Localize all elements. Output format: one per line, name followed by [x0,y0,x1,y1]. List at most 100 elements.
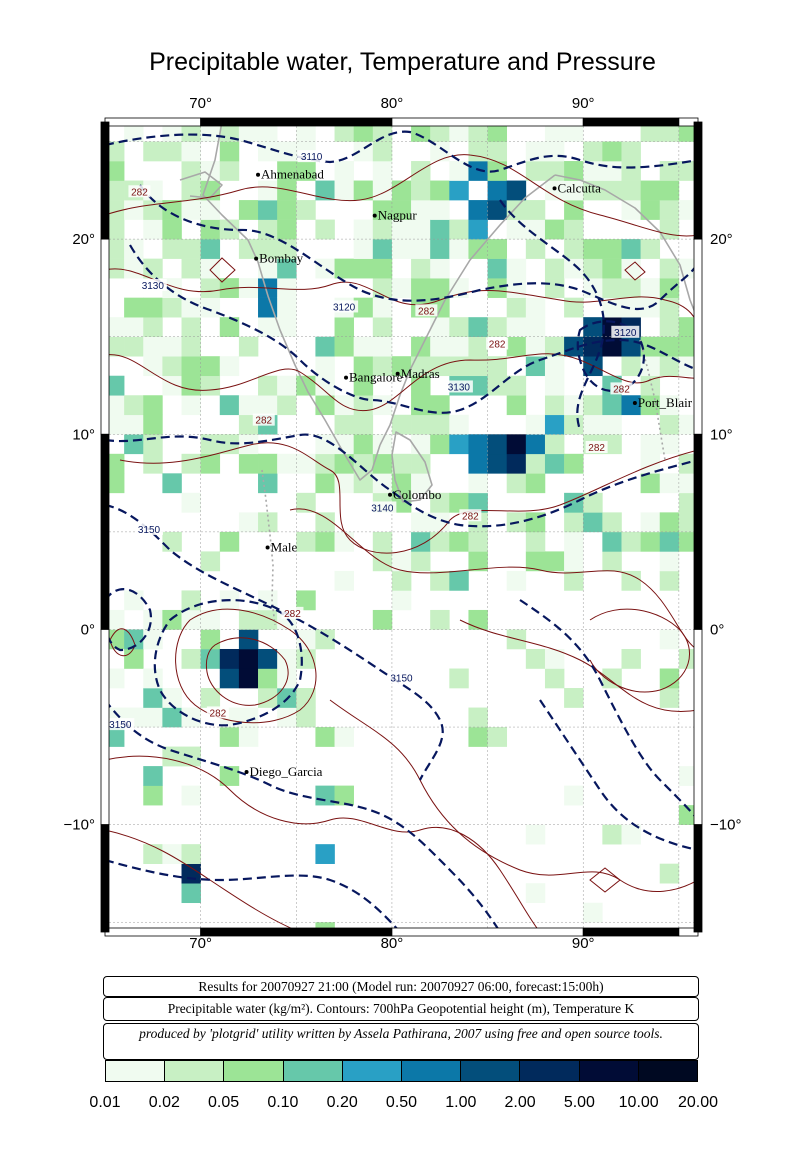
precip-cell [105,395,125,416]
precip-cell [200,219,221,240]
precip-cell [621,570,641,591]
precip-cell [449,122,469,142]
legend-colorbar [105,1060,698,1082]
precip-cell [372,473,393,494]
precip-cell [258,375,278,396]
city-marker [552,186,557,191]
legend-label: 0.02 [148,1094,180,1111]
height-3150-loop [153,599,303,727]
precip-cell [143,707,163,728]
precip-cell [353,434,374,455]
precip-cell [200,609,221,630]
precip-cell [430,219,450,240]
precip-cell [525,161,546,181]
lon-tick-label: 70° [189,95,212,112]
precip-cell [162,239,182,259]
precip-cell [258,297,278,318]
city-marker [395,371,400,376]
precip-cell [200,258,221,279]
precip-cell [124,297,144,318]
precip-cell [544,219,565,240]
precip-cell [602,258,622,279]
precip-cell [124,317,144,337]
contour-label-bg [610,382,633,395]
precip-cell [525,648,546,669]
precip-cell [162,844,182,864]
precip-cell [525,531,546,552]
height-3140 [105,433,698,528]
precip-cell [487,317,508,337]
temp-contour-south-inner [205,637,289,706]
precip-cell [143,141,163,162]
precip-cell [334,785,354,806]
height-label: 3120 [333,302,356,313]
precip-cell [659,122,680,142]
height-3150 [105,503,444,781]
precip-cell [277,707,297,728]
temp-contour-east [459,619,698,712]
temp-contour-south-3 [329,699,698,893]
precip-cell [181,883,201,904]
precip-cell [238,434,259,455]
precip-cell [162,707,182,728]
precip-cell [334,122,354,142]
precip-cell [200,278,221,298]
precip-cell [468,200,488,220]
info-variables: Precipitable water (kg/m²). Contours: 70… [103,997,699,1021]
precip-cell [258,473,278,494]
precip-cell [143,688,163,708]
precip-cell [506,336,527,357]
precip-cell [564,785,584,806]
precip-cell [124,648,144,669]
precip-cell [200,629,221,650]
temperature-label: 282 [284,609,301,620]
precip-cell [449,356,469,377]
precip-cell [238,707,259,728]
precip-cell [258,219,278,240]
city-label: Bangalore [349,370,403,385]
precip-cell [640,473,661,494]
precip-cell [468,727,488,747]
precip-cell [315,727,335,747]
height-3150-west [105,699,501,932]
precip-cell [391,200,412,220]
coastline-layer [179,122,698,626]
precip-cell [449,570,469,591]
precipitable-water-map: 3110 282 3130 3120 282 282 3120 282 3130 282 282 31… [64,95,742,952]
precip-cell [602,824,622,845]
precip-cell [544,375,565,396]
precip-cell [258,512,278,533]
city-label: Colombo [393,487,441,502]
precip-cell [277,200,297,220]
precip-cell [525,883,546,904]
precip-cell [315,473,335,494]
legend-label: 0.20 [326,1094,358,1111]
precip-cell [181,258,201,279]
precip-cell [391,590,412,611]
precip-cell [449,434,469,455]
precip-cell [602,512,622,533]
precip-cell [411,278,431,298]
precip-cell [564,258,584,279]
precip-cell [181,297,201,318]
precip-cell [258,141,278,162]
precip-cell [200,161,221,181]
precip-cell [659,219,680,240]
precip-cell [315,258,335,279]
precip-cell [506,395,527,416]
precip-cell [602,278,622,298]
precip-cell [219,727,240,747]
precip-cell [506,297,527,318]
precip-cell [315,531,335,552]
precip-cell [219,317,240,337]
precip-cell [468,531,488,552]
precip-cell [315,629,335,650]
precip-cell [468,161,488,181]
precip-cell [468,356,488,377]
precip-cell [678,512,698,533]
precip-cell [181,161,201,181]
precip-cell [544,356,565,377]
precip-cell [468,375,488,396]
precip-cell [449,414,469,435]
precip-cell [372,200,393,220]
